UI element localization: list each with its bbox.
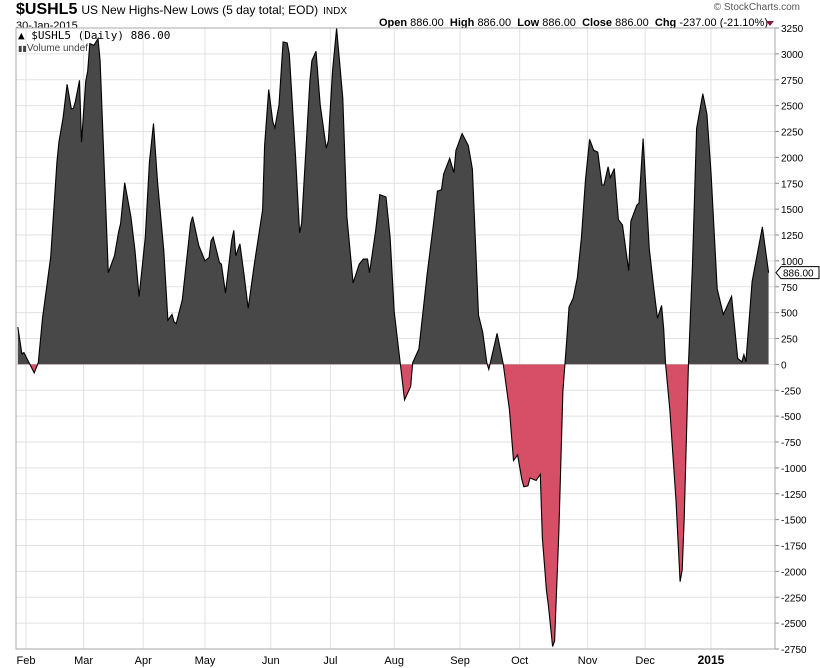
y-tick-label: -250 (781, 386, 801, 397)
copyright-link[interactable]: © StockCharts.com (713, 2, 800, 13)
y-tick-label: -500 (781, 412, 801, 423)
y-tick-label: 3250 (781, 24, 804, 35)
y-tick-label: -2750 (781, 645, 807, 656)
series-legend: ▲ $USHL5 (Daily) 886.00 (18, 29, 170, 42)
y-tick-label: 1750 (781, 179, 804, 190)
bar-chart-icon: ▮▮ (18, 44, 27, 53)
y-tick-label: 3000 (781, 50, 804, 61)
last-value-marker: 886.00 (775, 266, 820, 280)
plot-border (15, 27, 776, 650)
y-tick-label: -1250 (781, 490, 807, 501)
y-tick-label: 2000 (781, 153, 804, 164)
y-tick-label: 750 (781, 283, 798, 294)
x-tick-label: Feb (17, 655, 36, 667)
y-tick-label: 1250 (781, 231, 804, 242)
x-tick-label: Jul (323, 655, 337, 667)
ohlc-readout: Open 886.00 High 886.00 Low 886.00 Close… (379, 17, 768, 30)
x-tick-label: Dec (635, 655, 655, 667)
low-value: 886.00 (542, 17, 576, 29)
title-row: $USHL5 US New Highs-New Lows (5 day total… (16, 1, 347, 19)
x-tick-label: Nov (578, 655, 598, 667)
x-tick-label: Mar (74, 655, 93, 667)
chg-label: Chg (654, 17, 677, 29)
y-tick-label: 1000 (781, 257, 804, 268)
positive-area (17, 28, 769, 365)
high-label: High (449, 17, 475, 29)
y-tick-label: 2250 (781, 128, 804, 139)
y-tick-label: 2500 (781, 102, 804, 113)
low-label: Low (517, 17, 540, 29)
exchange-label: INDX (323, 6, 348, 17)
x-tick-label: May (195, 655, 216, 667)
high-value: 886.00 (477, 17, 512, 29)
x-tick-label: Jun (262, 655, 280, 667)
y-tick-label: -2250 (781, 593, 807, 604)
y-tick-label: -1000 (781, 464, 807, 475)
y-tick-label: -1500 (781, 516, 807, 527)
y-tick-label: 0 (781, 360, 787, 371)
chg-value: -237.00 (-21.10%) (679, 17, 768, 29)
y-tick-label: -2000 (781, 567, 807, 578)
x-tick-label: Oct (511, 655, 528, 667)
y-tick-label: -1750 (781, 542, 807, 553)
x-tick-label: Apr (135, 655, 152, 667)
series-legend-text: $USHL5 (Daily) 886.00 (31, 29, 171, 42)
mountain-icon: ▲ (18, 29, 25, 42)
y-tick-label: -750 (781, 438, 801, 449)
x-tick-label: Aug (384, 655, 404, 667)
y-tick-label: -2500 (781, 619, 807, 630)
x-tick-label: 2015 (698, 653, 725, 667)
symbol: $USHL5 (16, 1, 78, 18)
series-line (17, 28, 770, 647)
last-value-label: 886.00 (783, 269, 814, 280)
y-tick-label: 1500 (781, 205, 804, 216)
chart-title: US New Highs-New Lows (5 day total; EOD) (81, 3, 319, 17)
open-value: 886.00 (410, 17, 444, 29)
down-arrow-icon (766, 21, 774, 26)
last-value-tag (775, 266, 820, 280)
close-value: 886.00 (615, 17, 649, 29)
volume-legend: ▮▮Volume undef (18, 43, 88, 55)
volume-legend-text: Volume undef (26, 43, 88, 54)
y-tick-label: 500 (781, 309, 798, 320)
close-label: Close (582, 17, 613, 29)
y-tick-label: 2750 (781, 76, 804, 87)
y-tick-label: 250 (781, 335, 798, 346)
x-tick-label: Sep (450, 655, 470, 667)
open-label: Open (378, 17, 408, 29)
